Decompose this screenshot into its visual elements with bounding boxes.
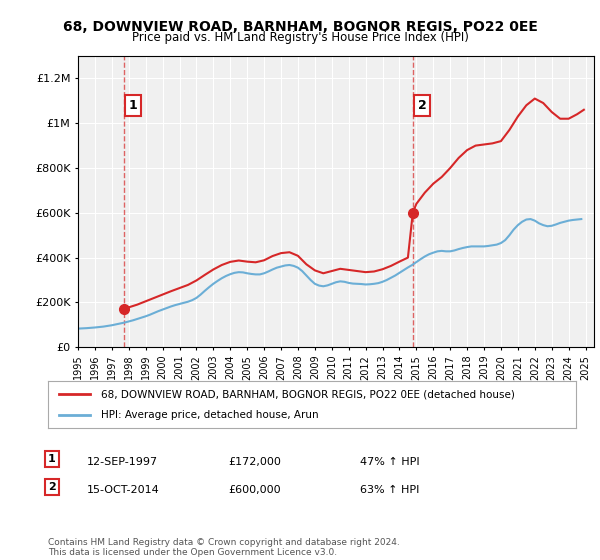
Text: 68, DOWNVIEW ROAD, BARNHAM, BOGNOR REGIS, PO22 0EE (detached house): 68, DOWNVIEW ROAD, BARNHAM, BOGNOR REGIS… (101, 389, 515, 399)
Text: 1: 1 (129, 99, 137, 112)
Text: 15-OCT-2014: 15-OCT-2014 (87, 485, 160, 495)
Text: 1: 1 (48, 454, 56, 464)
Text: £600,000: £600,000 (228, 485, 281, 495)
Text: 2: 2 (418, 99, 427, 112)
Text: 47% ↑ HPI: 47% ↑ HPI (360, 457, 419, 467)
Text: 12-SEP-1997: 12-SEP-1997 (87, 457, 158, 467)
Text: Price paid vs. HM Land Registry's House Price Index (HPI): Price paid vs. HM Land Registry's House … (131, 31, 469, 44)
Text: 63% ↑ HPI: 63% ↑ HPI (360, 485, 419, 495)
Text: HPI: Average price, detached house, Arun: HPI: Average price, detached house, Arun (101, 410, 319, 420)
Text: 2: 2 (48, 482, 56, 492)
Text: Contains HM Land Registry data © Crown copyright and database right 2024.
This d: Contains HM Land Registry data © Crown c… (48, 538, 400, 557)
Text: £172,000: £172,000 (228, 457, 281, 467)
Text: 68, DOWNVIEW ROAD, BARNHAM, BOGNOR REGIS, PO22 0EE: 68, DOWNVIEW ROAD, BARNHAM, BOGNOR REGIS… (62, 20, 538, 34)
